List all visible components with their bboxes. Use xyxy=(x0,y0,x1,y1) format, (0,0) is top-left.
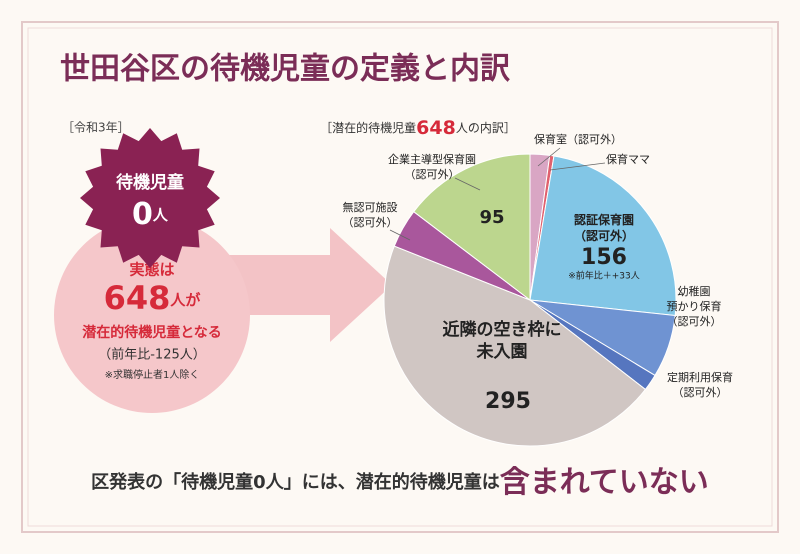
pie-title-part: 人の内訳］ xyxy=(456,121,516,135)
leader-line xyxy=(389,229,411,241)
category-label: 近隣の空き枠に未入園 xyxy=(443,319,562,362)
badge-unit: 人 xyxy=(152,206,169,224)
pie-slice xyxy=(529,155,677,317)
badge-line1: 待機児童 xyxy=(116,172,184,193)
circle-number-line: 648人が xyxy=(104,279,202,317)
category-label: 保育室（認可外） xyxy=(534,132,622,146)
arrow xyxy=(225,228,392,342)
pie-title-part: ［潜在的待機児童 xyxy=(320,120,416,135)
badge-number-line: 0人 xyxy=(132,197,169,232)
category-label: 幼稚園預かり保育（認可外） xyxy=(667,284,722,328)
value-label: 295 xyxy=(485,389,531,414)
pie-title-number: 648 xyxy=(416,117,456,139)
circle-line4: （前年比-125人） xyxy=(98,347,206,363)
title: 世田谷区の待機児童の定義と内訳 xyxy=(60,52,510,87)
frame-inner xyxy=(27,27,773,527)
category-label: 定期利用保育（認可外） xyxy=(667,370,733,399)
badge xyxy=(80,128,220,268)
year: ［令和3年］ xyxy=(62,121,130,135)
circle-unit: 人が xyxy=(169,291,201,309)
pie-slice xyxy=(413,153,531,302)
circle xyxy=(54,217,250,413)
circle-line1: 実態は xyxy=(129,261,174,279)
category-label: 認証保育園（認可外） xyxy=(574,212,634,243)
circle-number: 648 xyxy=(104,279,171,317)
badge-number: 0 xyxy=(132,197,153,232)
footer-part: 区発表の「待機児童0人」には、潜在的待機児童は xyxy=(91,471,500,493)
value-label: 95 xyxy=(479,207,504,228)
frame xyxy=(21,21,779,533)
value-label: 156 xyxy=(581,245,627,270)
annotation: ※前年比＋+33人 xyxy=(568,270,640,282)
leader-line xyxy=(537,147,561,167)
circle-line3: 潜在的待機児童となる xyxy=(82,324,222,341)
category-label: 保育ママ xyxy=(606,152,650,166)
footer: 区発表の「待機児童0人」には、潜在的待機児童は含まれていない xyxy=(91,465,709,500)
leader-line xyxy=(454,177,481,191)
pie-slice xyxy=(383,245,647,447)
category-label: 企業主導型保育園（認可外） xyxy=(388,152,476,181)
category-label: 無認可施設（認可外） xyxy=(343,200,398,229)
badge-star xyxy=(80,128,220,268)
footer-emphasis: 含まれていない xyxy=(500,465,709,500)
pie-title: ［潜在的待機児童648人の内訳］ xyxy=(320,117,516,139)
leader-line xyxy=(549,162,606,171)
circle-note: ※求職停止者1人除く xyxy=(105,368,200,381)
